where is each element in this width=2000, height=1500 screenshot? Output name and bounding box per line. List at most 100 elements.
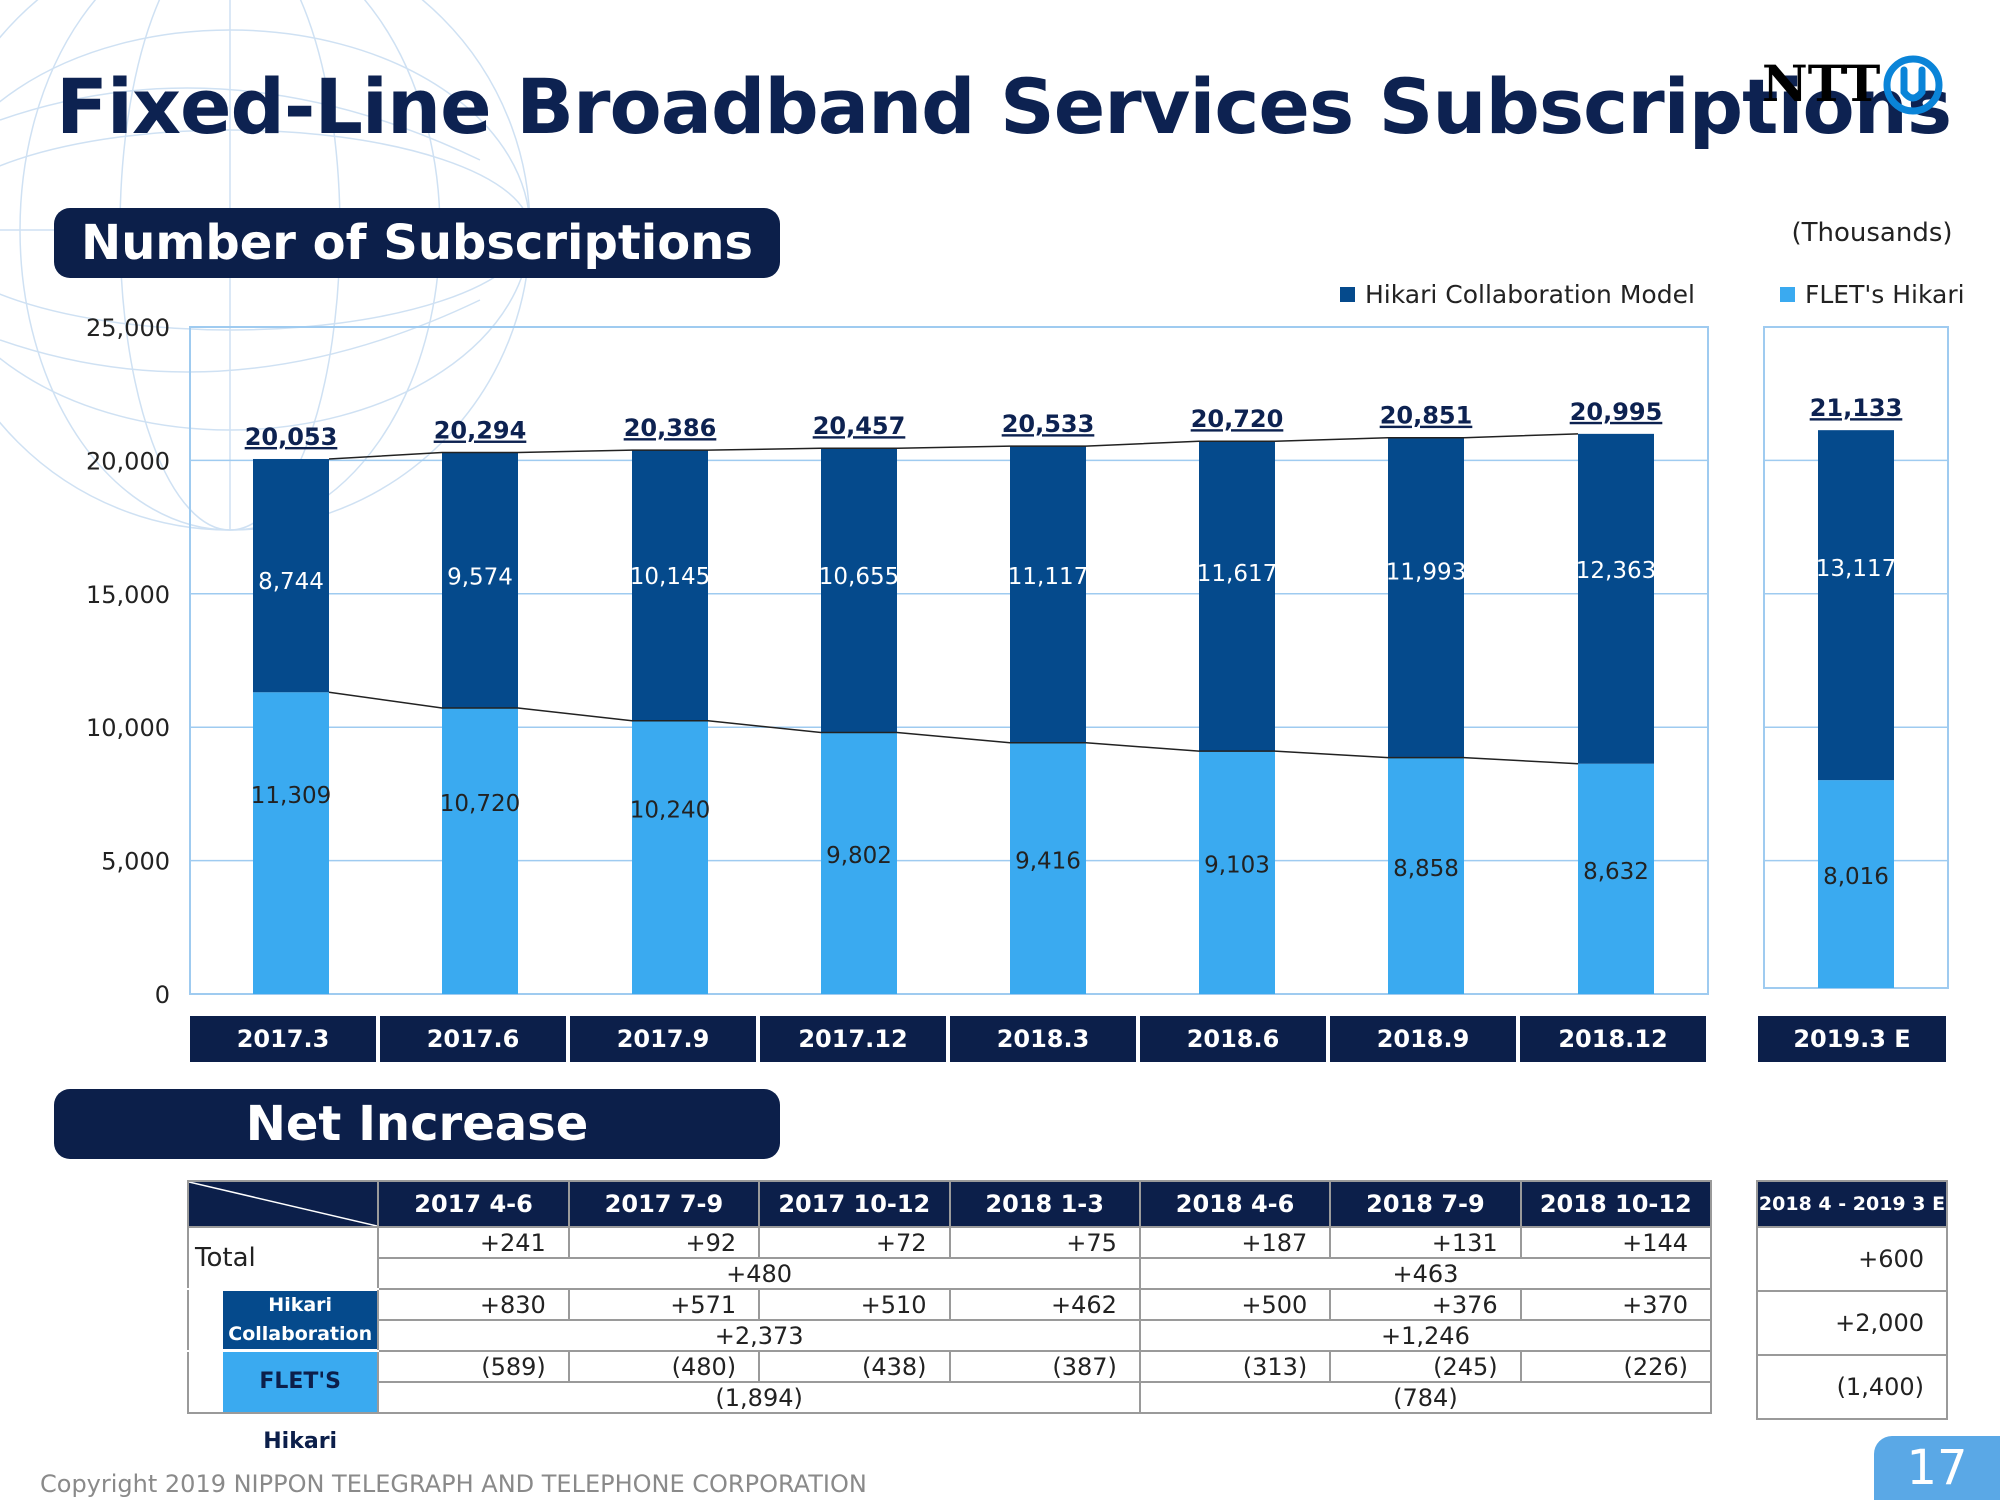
bar-flets-hikari [442,707,518,994]
data-label-hikari: 12,363 [1576,558,1656,584]
total-label: 20,457 [813,412,906,440]
period-header: 2017 10-12 [758,1180,951,1228]
data-label-flets: 10,720 [440,791,520,817]
section-title: Number of Subscriptions [81,215,753,271]
subtotal-cell: +463 [1138,1257,1713,1290]
section-header-subscriptions: Number of Subscriptions [54,208,780,278]
y-tick-label: 0 [155,981,170,1009]
data-label-flets: 8,016 [1823,864,1889,890]
data-label-flets: 8,632 [1583,859,1649,885]
bar-hikari-collaboration [442,452,518,708]
data-label-flets: 9,416 [1015,848,1081,874]
data-label-flets: 9,802 [826,843,892,869]
table-cell: +510 [758,1288,951,1321]
x-category-label: 2017.3 [190,1016,376,1062]
page-number: 17 [1874,1436,2000,1500]
row-label-hikari: Hikari Collaboration [186,1288,380,1352]
period-header: 2018 4-6 [1138,1180,1332,1228]
subtotal-cell: (1,894) [377,1381,1141,1414]
legend-swatch [1340,287,1355,302]
bar-hikari-collaboration [821,448,897,733]
badge-line: Hikari [268,1294,333,1316]
legend-item-hikari: Hikari Collaboration Model [1340,280,1695,309]
data-label-hikari: 8,744 [258,569,324,595]
trend-line-flets [328,691,1579,765]
subscriptions-chart: 25,000 20,000 15,000 10,000 5,000 0 11,309 8,74… [86,314,1949,1009]
subtotal-cell: +480 [377,1257,1141,1290]
bar-hikari-collaboration [1010,446,1086,743]
trend-line-total [328,433,1579,460]
total-label: 20,053 [245,423,338,451]
total-label: 20,386 [624,414,717,442]
total-label: 20,720 [1191,405,1284,433]
subtotal-cell: +1,246 [1138,1319,1713,1352]
x-category-label: 2017.12 [760,1016,946,1062]
y-tick-label: 10,000 [86,714,170,742]
bar-flets-hikari [1010,742,1086,994]
table-cell: +370 [1519,1288,1713,1321]
table-cell: (387) [948,1350,1141,1383]
forecast-cell: (1,400) [1756,1354,1948,1420]
bar-hikari-collaboration [1199,441,1275,752]
bar-flets-hikari [253,692,329,994]
section-header-net-increase: Net Increase [54,1089,780,1159]
x-category-label: 2018.9 [1330,1016,1516,1062]
bar-flets-hikari [1578,763,1654,994]
hikari-badge: Hikari Collaboration [223,1291,378,1349]
table-cell: (245) [1329,1350,1522,1383]
period-header: 2018 7-9 [1329,1180,1522,1228]
period-header: 2018 10-12 [1519,1180,1713,1228]
bar-hikari-collaboration [632,450,708,721]
table-cell: (226) [1519,1350,1713,1383]
flets-badge: FLET'S Hikari [223,1352,378,1454]
forecast-cell: +2,000 [1756,1290,1948,1356]
y-tick-label: 25,000 [86,314,170,342]
legend-item-flets: FLET's Hikari [1780,280,1965,309]
table-cell: (589) [377,1350,570,1383]
table-cell: +241 [377,1226,570,1259]
ntt-logo-text: NTT [1762,54,1881,113]
period-header: 2018 1-3 [948,1180,1141,1228]
total-label: 21,133 [1810,394,1903,422]
table-cell: +75 [948,1226,1141,1259]
subtotal-cell: (784) [1138,1381,1713,1414]
copyright-text: Copyright 2019 NIPPON TELEGRAPH AND TELE… [40,1470,867,1498]
y-tick-label: 20,000 [86,447,170,475]
data-label-hikari: 9,574 [447,565,513,591]
x-category-label: 2019.3 E [1758,1016,1946,1062]
total-label: 20,533 [1002,410,1095,438]
bar-flets-hikari [1818,780,1894,988]
x-category-label: 2018.6 [1140,1016,1326,1062]
table-cell: (313) [1138,1350,1332,1383]
legend-swatch [1780,287,1795,302]
data-label-hikari: 13,117 [1816,556,1896,582]
bar-flets-hikari [1199,751,1275,994]
x-category-label: 2017.6 [380,1016,566,1062]
section-title: Net Increase [245,1096,589,1152]
x-category-label: 2017.9 [570,1016,756,1062]
period-header: 2017 7-9 [567,1180,761,1228]
data-label-flets: 10,240 [630,797,710,823]
subtotal-cell: +2,373 [377,1319,1141,1352]
plot-frame [189,326,1709,995]
table-cell: +571 [567,1288,761,1321]
total-label: 20,851 [1380,402,1473,430]
net-increase-table: 2017 4-6 2017 7-9 2017 10-12 2018 1-3 20… [186,1180,1713,1454]
data-label-hikari: 11,117 [1008,564,1088,590]
legend-label: FLET's Hikari [1805,280,1965,309]
table-cell: +187 [1138,1226,1332,1259]
data-label-hikari: 11,993 [1386,560,1466,586]
forecast-table: 2018 4 - 2019 3 E +600 +2,000 (1,400) [1756,1180,1948,1420]
table-cell: +144 [1519,1226,1713,1259]
table-cell: +72 [758,1226,951,1259]
table-cell: +462 [948,1288,1141,1321]
legend-label: Hikari Collaboration Model [1365,280,1695,309]
data-label-flets: 9,103 [1204,853,1270,879]
bar-flets-hikari [821,732,897,994]
data-label-hikari: 10,145 [630,564,710,590]
total-label: 20,294 [434,417,527,445]
table-cell: +376 [1329,1288,1522,1321]
table-cell: +830 [377,1288,570,1321]
table-cell: (480) [567,1350,761,1383]
table-corner [186,1180,380,1228]
